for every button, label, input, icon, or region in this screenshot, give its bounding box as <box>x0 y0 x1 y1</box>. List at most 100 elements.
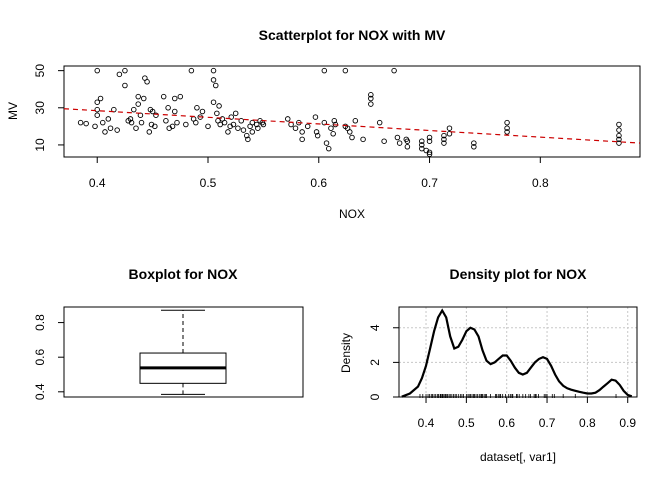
data-point <box>230 121 237 128</box>
scatter-trend-line <box>63 108 641 144</box>
data-point <box>347 129 353 135</box>
data-point <box>245 136 251 143</box>
scatter-x-label: NOX <box>339 207 365 221</box>
data-point <box>616 140 622 146</box>
data-point <box>193 119 199 126</box>
data-point <box>152 123 158 130</box>
y-tick-label: 0.8 <box>33 314 47 331</box>
data-point <box>616 132 622 139</box>
x-tick-label: 0.8 <box>532 176 549 190</box>
data-point <box>94 67 100 74</box>
data-point <box>188 67 195 74</box>
data-point <box>321 67 328 74</box>
density-plot-frame <box>398 306 638 398</box>
x-tick-label: 0.7 <box>539 416 556 430</box>
data-point <box>616 121 622 128</box>
data-point <box>616 136 622 143</box>
data-point <box>331 118 338 124</box>
data-point <box>210 67 217 74</box>
data-point <box>232 110 239 117</box>
data-point <box>368 95 374 102</box>
data-point <box>419 142 425 148</box>
scatter-plot-frame <box>63 65 641 158</box>
data-point <box>342 67 349 74</box>
trend-line <box>63 108 641 144</box>
data-point <box>172 108 178 115</box>
x-tick-label: 0.6 <box>310 176 327 190</box>
data-point <box>94 99 100 105</box>
scatter-points <box>77 67 622 157</box>
data-point <box>330 131 336 137</box>
box-plot-frame <box>63 306 304 398</box>
data-point <box>504 119 510 126</box>
data-point <box>177 93 184 100</box>
data-point <box>471 144 477 150</box>
data-point <box>102 129 108 135</box>
data-point <box>144 79 150 85</box>
data-point <box>253 121 260 128</box>
data-point <box>199 108 206 115</box>
data-point <box>205 123 211 130</box>
density-title: Density plot for NOX <box>450 266 588 282</box>
data-point <box>616 127 622 133</box>
data-point <box>292 125 299 131</box>
density-rug <box>419 394 617 398</box>
data-point <box>131 106 137 113</box>
data-point <box>172 95 178 102</box>
data-point <box>312 114 319 120</box>
data-point <box>128 119 135 126</box>
density-line <box>401 308 633 398</box>
data-point <box>260 121 267 128</box>
data-point <box>368 92 374 98</box>
x-tick-label: 0.9 <box>619 416 636 430</box>
data-point <box>105 116 112 122</box>
data-point <box>92 123 98 130</box>
scatter-y-label: MV <box>6 102 20 120</box>
data-point <box>149 108 156 115</box>
y-tick-label: 4 <box>368 324 382 331</box>
data-point <box>216 103 222 109</box>
data-point <box>504 129 510 135</box>
data-point <box>122 67 128 74</box>
density-x-label: dataset[, var1] <box>480 450 556 464</box>
data-point <box>504 125 510 131</box>
data-point <box>221 119 228 126</box>
data-point <box>368 101 374 107</box>
data-point <box>133 125 139 131</box>
data-point <box>213 82 219 89</box>
data-point <box>313 129 320 135</box>
data-point <box>325 145 332 152</box>
data-point <box>396 140 403 146</box>
data-point <box>122 82 128 89</box>
data-point <box>165 105 171 111</box>
data-point <box>441 136 447 143</box>
density-axes: 0.4 0.5 0.6 0.7 0.8 0.9 0 2 4 <box>368 306 638 430</box>
data-point <box>138 119 145 126</box>
data-point <box>391 67 397 74</box>
x-tick-label: 0.4 <box>89 176 106 190</box>
data-point <box>426 151 433 157</box>
data-point <box>441 132 447 139</box>
data-point <box>304 123 311 130</box>
y-tick-label: 2 <box>368 359 382 366</box>
y-tick-label: 0.4 <box>33 383 47 400</box>
scatter-title: Scatterplot for NOX with MV <box>259 27 446 43</box>
data-point <box>225 129 231 135</box>
data-point <box>328 125 334 131</box>
x-tick-label: 0.4 <box>418 416 435 430</box>
data-point <box>77 119 84 126</box>
data-point <box>194 105 200 111</box>
data-point <box>210 99 217 105</box>
x-tick-label: 0.6 <box>498 416 515 430</box>
y-tick-label: 0 <box>368 393 382 400</box>
data-point <box>471 140 477 146</box>
data-point <box>94 106 100 113</box>
data-point <box>376 119 383 126</box>
data-point <box>352 118 359 124</box>
data-point <box>238 118 244 124</box>
data-point <box>381 138 387 144</box>
data-point <box>146 129 153 135</box>
data-point <box>107 125 114 131</box>
y-tick-label: 50 <box>33 64 47 78</box>
